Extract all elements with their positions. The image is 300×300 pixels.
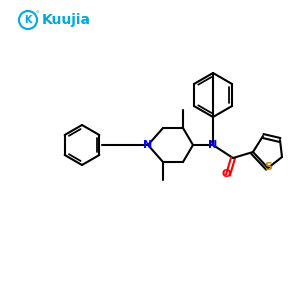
Text: °: ° (35, 11, 39, 17)
Text: N: N (143, 140, 153, 150)
Text: K: K (24, 15, 32, 25)
Text: N: N (208, 140, 217, 150)
Text: Kuujia: Kuujia (42, 13, 91, 27)
Text: O: O (221, 169, 231, 179)
Text: S: S (264, 162, 272, 172)
